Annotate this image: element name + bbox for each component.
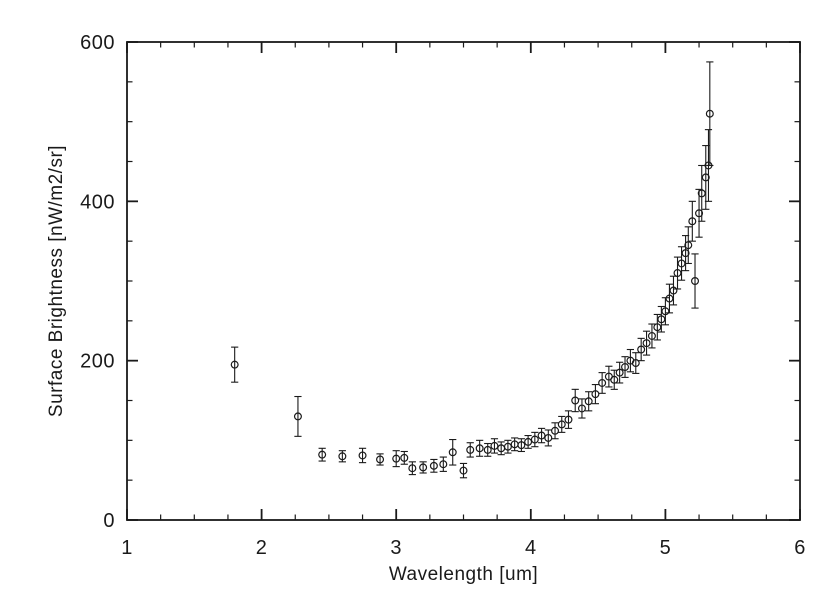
data-point xyxy=(610,375,619,384)
data-point xyxy=(637,345,646,354)
data-point xyxy=(673,269,682,278)
data-point xyxy=(318,450,327,459)
data-point xyxy=(392,454,401,463)
data-point xyxy=(517,441,526,450)
data-point xyxy=(681,249,690,258)
x-tick-label: 6 xyxy=(794,537,806,559)
data-point xyxy=(705,109,714,118)
data-point xyxy=(483,445,492,454)
data-point xyxy=(419,463,428,472)
data-point xyxy=(557,420,566,429)
data-point xyxy=(697,189,706,198)
data-point xyxy=(684,241,693,250)
data-point xyxy=(598,378,607,387)
data-point xyxy=(466,445,475,454)
data-point xyxy=(653,323,662,332)
data-point xyxy=(691,277,700,286)
data-point xyxy=(657,315,666,324)
data-point xyxy=(490,441,499,450)
data-point xyxy=(665,294,674,303)
data-point xyxy=(338,452,347,461)
data-point xyxy=(642,339,651,348)
data-point xyxy=(408,464,417,473)
data-point xyxy=(530,435,539,444)
data-point xyxy=(551,426,560,435)
data-point xyxy=(510,440,519,449)
data-point xyxy=(621,363,630,372)
data-point xyxy=(448,448,457,457)
data-point xyxy=(669,286,678,295)
data-point xyxy=(358,451,367,460)
data-point xyxy=(584,397,593,406)
data-point xyxy=(661,307,670,316)
data-point xyxy=(537,431,546,440)
data-point xyxy=(577,404,586,413)
data-point xyxy=(688,217,697,226)
data-point xyxy=(293,412,302,421)
data-point xyxy=(376,455,385,464)
data-point xyxy=(475,444,484,453)
data-point xyxy=(564,415,573,424)
data-point xyxy=(524,437,533,446)
data-point xyxy=(571,396,580,405)
data-point xyxy=(429,461,438,470)
x-tick-label: 1 xyxy=(121,537,133,559)
data-point xyxy=(701,173,710,182)
x-axis-title: Wavelength [um] xyxy=(389,564,538,585)
y-tick-label: 0 xyxy=(103,510,115,532)
data-point xyxy=(591,390,600,399)
y-tick-label: 600 xyxy=(80,32,115,54)
data-point xyxy=(615,368,624,377)
data-point xyxy=(497,444,506,453)
data-point xyxy=(631,359,640,368)
x-tick-label: 4 xyxy=(525,537,537,559)
data-point xyxy=(400,453,409,462)
x-tick-label: 3 xyxy=(390,537,402,559)
data-point xyxy=(503,442,512,451)
plot-frame xyxy=(126,41,801,521)
data-point xyxy=(439,460,448,469)
y-axis-title: Surface Brightness [nW/m2/sr] xyxy=(46,145,67,417)
data-point xyxy=(695,209,704,218)
data-point xyxy=(677,259,686,268)
y-tick-label: 200 xyxy=(80,351,115,373)
y-tick-label: 400 xyxy=(80,191,115,213)
data-point xyxy=(459,466,468,475)
data-point xyxy=(230,360,239,369)
x-tick-label: 5 xyxy=(660,537,672,559)
x-tick-label: 2 xyxy=(256,537,268,559)
data-point xyxy=(544,433,553,442)
data-point xyxy=(647,331,656,340)
